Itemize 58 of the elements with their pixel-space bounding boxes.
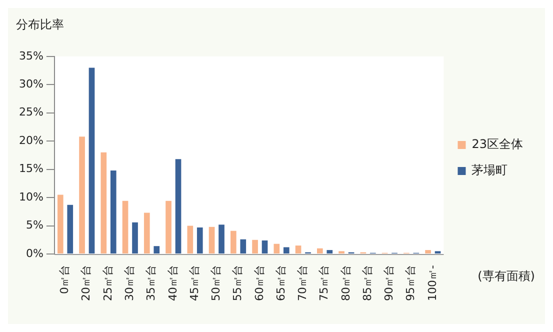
bar — [132, 222, 138, 254]
bar — [166, 200, 172, 254]
x-tick-label: 60㎡台 — [252, 265, 266, 302]
x-axis-title: (専有面積) — [478, 268, 535, 285]
x-tick-label: 25㎡台 — [101, 265, 114, 302]
y-tick-label: 20% — [18, 134, 44, 147]
x-tick-label: 95㎡台 — [404, 265, 418, 302]
bar — [326, 250, 333, 254]
y-tick-label: 10% — [18, 190, 44, 204]
legend-label: 23区全体 — [472, 137, 524, 152]
bar — [154, 246, 160, 254]
x-tick-label: 80㎡台 — [339, 265, 352, 302]
x-tick-label: 45㎡台 — [188, 265, 201, 302]
bar — [338, 251, 344, 254]
x-tick-label: 65㎡台 — [274, 265, 288, 302]
y-tick-label: 35% — [18, 49, 44, 62]
x-tick-label: 85㎡台 — [360, 265, 374, 302]
bar — [230, 230, 236, 254]
bar — [425, 250, 431, 254]
y-tick-label: 25% — [18, 106, 44, 119]
bar — [240, 239, 246, 254]
x-tick-label: 75㎡台 — [318, 265, 331, 302]
bar — [110, 170, 116, 254]
bar — [88, 68, 95, 254]
x-tick-label: 55㎡台 — [231, 265, 244, 302]
y-tick-label: 5% — [26, 218, 44, 232]
bar — [295, 246, 302, 254]
bar — [57, 194, 64, 254]
x-tick-label: 0㎡台 — [58, 265, 72, 294]
bar — [274, 244, 280, 254]
bar — [218, 224, 224, 254]
bar — [262, 240, 268, 254]
x-tick-label: 35㎡台 — [144, 265, 158, 302]
bar — [283, 247, 290, 254]
x-tick-label: 90㎡台 — [382, 265, 396, 302]
bar — [208, 226, 215, 254]
bar — [252, 240, 258, 254]
bar — [196, 227, 203, 254]
legend-label: 茅場町 — [472, 163, 508, 178]
bar — [79, 136, 85, 254]
bar — [100, 152, 107, 254]
x-tick-label: 50㎡台 — [210, 265, 223, 302]
x-tick-label: 70㎡台 — [296, 265, 310, 302]
y-tick-label: 15% — [18, 162, 44, 176]
y-tick-label: 0% — [26, 246, 44, 260]
bar — [67, 204, 74, 254]
bar — [175, 159, 182, 254]
bar — [187, 226, 194, 254]
bar — [144, 212, 150, 254]
bar — [122, 200, 128, 254]
bar — [317, 248, 323, 254]
x-tick-label: 30㎡台 — [123, 265, 136, 302]
x-tick-label: 20㎡台 — [80, 265, 93, 302]
y-tick-label: 30% — [18, 77, 44, 90]
chart-title: 分布比率 — [16, 17, 64, 32]
x-tick-label: 100㎡- — [426, 264, 439, 301]
bar — [434, 251, 441, 254]
x-tick-label: 40㎡台 — [166, 265, 180, 302]
